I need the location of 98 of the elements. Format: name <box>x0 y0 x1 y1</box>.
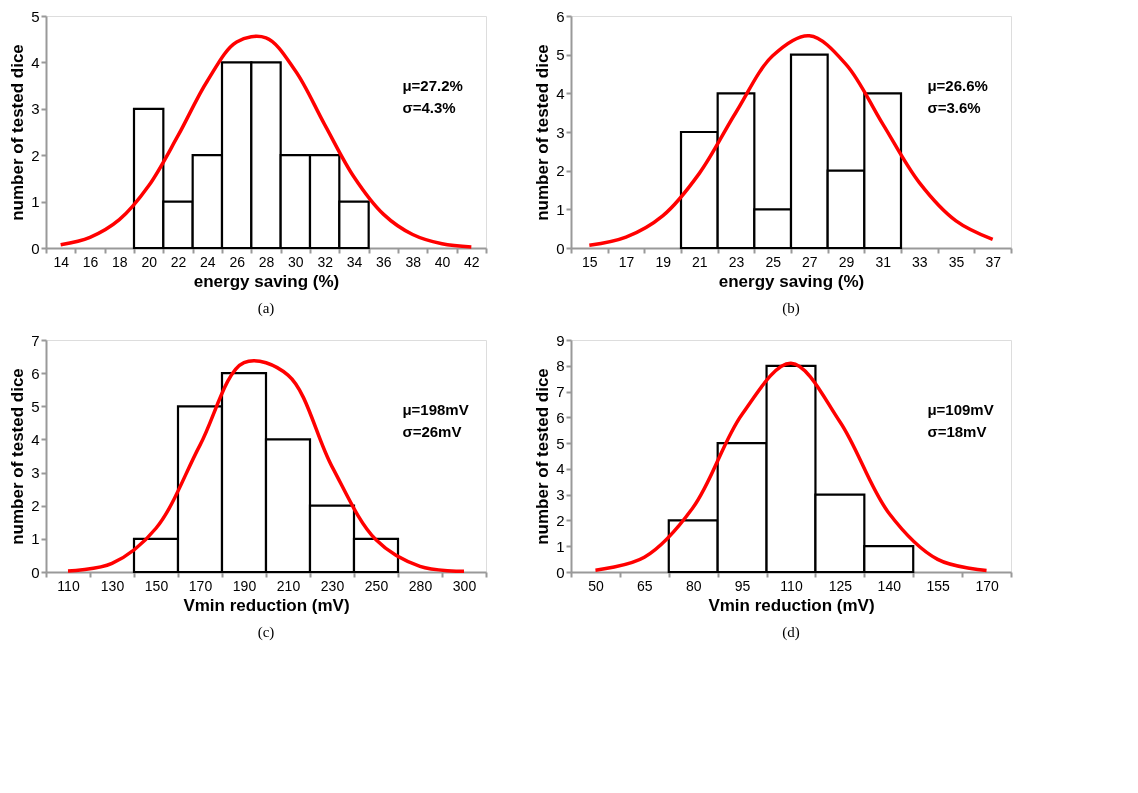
x-tick-label: 170 <box>188 577 213 594</box>
x-tick-label: 170 <box>975 577 999 594</box>
x-tick-label: 35 <box>948 253 965 270</box>
text: (d) <box>782 624 800 641</box>
y-tick-label: 0 <box>31 563 40 581</box>
x-tick-label: 130 <box>100 577 125 594</box>
x-tick-label: 95 <box>734 577 751 594</box>
x-tick-label: 23 <box>728 253 745 270</box>
x-tick-label: 230 <box>320 577 345 594</box>
y-tick-label: 3 <box>556 123 565 141</box>
annotation: μ=198mV <box>402 400 469 418</box>
y-tick-label: 3 <box>31 464 40 482</box>
x-tick-label: 32 <box>317 253 334 270</box>
x-tick-label: 40 <box>434 253 451 270</box>
x-tick-label: 19 <box>655 253 672 270</box>
text: (c) <box>257 624 275 641</box>
y-tick-label: 7 <box>31 331 40 349</box>
y-tick-label: 1 <box>31 193 40 211</box>
y-tick-label: 5 <box>556 434 565 452</box>
x-axis-title: energy saving (%) <box>718 271 865 291</box>
annotation: σ=4.3% <box>402 98 456 116</box>
x-tick-label: 15 <box>582 253 598 270</box>
x-tick-label: 250 <box>364 577 389 594</box>
x-tick-label: 34 <box>346 253 363 270</box>
x-axis-title: energy saving (%) <box>193 271 340 291</box>
x-tick-label: 190 <box>232 577 257 594</box>
annotation: σ=3.6% <box>927 98 981 116</box>
x-tick-label: 38 <box>405 253 422 270</box>
y-tick-label: 2 <box>556 162 565 180</box>
x-tick-label: 30 <box>288 253 304 270</box>
y-axis-title: number of tested dice <box>533 368 553 545</box>
x-tick-label: 28 <box>258 253 275 270</box>
y-tick-label: 0 <box>31 239 40 257</box>
x-tick-label: 24 <box>200 253 216 270</box>
y-tick-label: 0 <box>556 239 565 257</box>
x-tick-label: 18 <box>112 253 128 270</box>
y-tick-label: 1 <box>556 200 565 218</box>
x-tick-label: 27 <box>802 253 818 270</box>
x-tick-label: 110 <box>57 577 80 594</box>
y-axis-title: number of tested dice <box>8 44 28 221</box>
y-tick-label: 1 <box>556 537 565 555</box>
y-tick-label: 5 <box>556 46 565 64</box>
annotation: μ=27.2% <box>402 76 463 94</box>
x-tick-label: 36 <box>376 253 392 270</box>
y-tick-label: 0 <box>556 563 565 581</box>
y-tick-label: 9 <box>556 331 565 349</box>
y-tick-label: 4 <box>556 460 565 478</box>
x-axis-title: Vmin reduction (mV) <box>183 595 350 615</box>
x-tick-label: 125 <box>828 577 853 594</box>
x-tick-label: 150 <box>144 577 169 594</box>
y-tick-label: 8 <box>556 357 565 375</box>
x-tick-label: 14 <box>53 253 70 270</box>
text: (b) <box>782 300 800 317</box>
y-tick-label: 5 <box>31 7 40 25</box>
x-tick-label: 16 <box>82 253 99 270</box>
x-tick-label: 33 <box>912 253 928 270</box>
y-tick-label: 5 <box>31 397 40 415</box>
y-tick-label: 2 <box>31 497 40 515</box>
y-tick-label: 6 <box>556 408 565 426</box>
y-tick-label: 2 <box>31 146 40 164</box>
y-tick-label: 4 <box>31 53 40 71</box>
x-tick-label: 22 <box>170 253 187 270</box>
y-axis-title: number of tested dice <box>8 368 28 545</box>
x-axis-title: Vmin reduction (mV) <box>708 595 875 615</box>
x-tick-label: 37 <box>985 253 1002 270</box>
x-tick-label: 110 <box>780 577 803 594</box>
y-tick-label: 3 <box>556 486 565 504</box>
x-tick-label: 31 <box>875 253 892 270</box>
annotation: μ=26.6% <box>927 76 988 94</box>
x-tick-label: 65 <box>637 577 653 594</box>
y-tick-label: 3 <box>31 100 40 118</box>
y-axis-title: number of tested dice <box>533 44 553 221</box>
y-tick-label: 4 <box>31 430 40 448</box>
x-tick-label: 155 <box>926 577 951 594</box>
x-tick-label: 17 <box>618 253 635 270</box>
x-tick-label: 140 <box>877 577 902 594</box>
y-tick-label: 4 <box>556 84 565 102</box>
x-tick-label: 80 <box>685 577 702 594</box>
x-tick-label: 50 <box>588 577 604 594</box>
x-tick-label: 29 <box>838 253 855 270</box>
annotation: μ=109mV <box>927 400 994 418</box>
x-tick-label: 26 <box>229 253 246 270</box>
line-series <box>587 33 995 248</box>
y-tick-label: 1 <box>31 530 40 548</box>
x-tick-label: 210 <box>276 577 301 594</box>
x-tick-label: 20 <box>141 253 158 270</box>
x-tick-label: 300 <box>452 577 477 594</box>
y-tick-label: 2 <box>556 511 565 529</box>
annotation: σ=26mV <box>402 422 462 440</box>
annotation: σ=18mV <box>927 422 987 440</box>
y-tick-label: 7 <box>556 383 565 401</box>
x-tick-label: 280 <box>408 577 433 594</box>
y-tick-label: 6 <box>556 7 565 25</box>
text: (a) <box>257 300 275 317</box>
x-tick-label: 21 <box>692 253 708 270</box>
x-tick-label: 25 <box>765 253 782 270</box>
x-tick-label: 42 <box>464 253 480 270</box>
y-tick-label: 6 <box>31 364 40 382</box>
